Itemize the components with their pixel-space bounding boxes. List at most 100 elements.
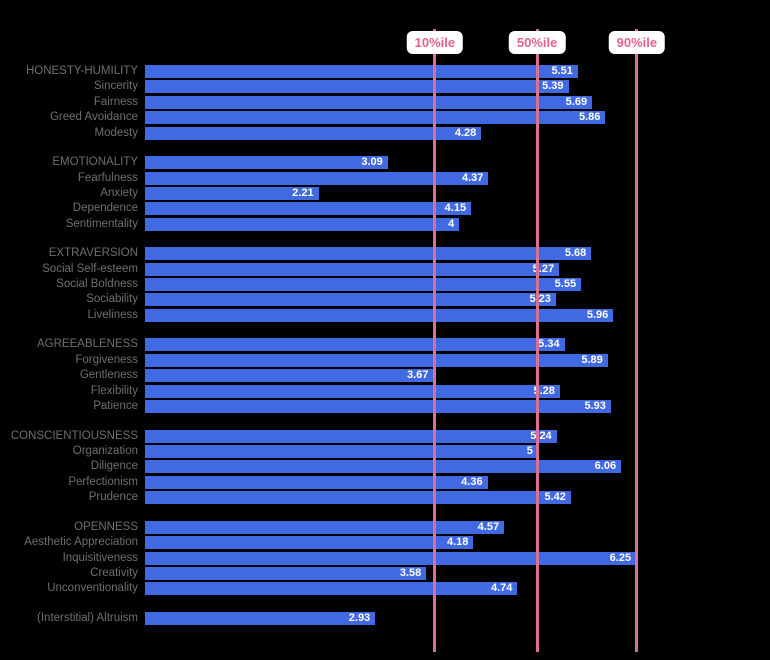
bar-area: 4.15 — [145, 202, 695, 216]
bar-area: 4.57 — [145, 520, 695, 534]
trait-group: (Interstitial) Altruism 2.93 — [0, 611, 695, 625]
bar-row: Flexibility 5.28 — [0, 384, 695, 398]
value-bar: 3.58 — [145, 566, 427, 580]
bar-area: 5 — [145, 445, 695, 459]
category-label: CONSCIENTIOUSNESS — [10, 429, 138, 442]
percentile-90-label: 90%ile — [608, 31, 666, 54]
bar-row: Anxiety 2.21 — [0, 186, 695, 200]
value-bar: 5.42 — [145, 491, 571, 505]
value-label: 6.06 — [594, 460, 617, 473]
value-bar: 5.27 — [145, 262, 560, 276]
percentile-50-label: 50%ile — [508, 31, 566, 54]
bar-row: Modesty 4.28 — [0, 126, 695, 140]
value-label: 5.93 — [584, 400, 606, 413]
category-label: Fairness — [93, 95, 138, 108]
value-label: 5.23 — [529, 293, 551, 306]
value-bar: 6.25 — [145, 551, 637, 565]
value-label: 4.36 — [461, 475, 483, 488]
value-bar: 4 — [145, 217, 460, 231]
bar-row: Gentleness 3.67 — [0, 369, 695, 383]
value-label: 3.58 — [399, 566, 422, 579]
value-label: 4.15 — [444, 202, 467, 215]
bar-row: Social Self-esteem 5.27 — [0, 262, 695, 276]
bar-area: 4.74 — [145, 582, 695, 596]
bar-row: (Interstitial) Altruism 2.93 — [0, 611, 695, 625]
value-label: 5.42 — [544, 491, 566, 504]
category-label: Patience — [93, 400, 138, 413]
bar-area: 4.37 — [145, 171, 695, 185]
value-label: 4.74 — [490, 582, 513, 595]
bar-row: Sincerity 5.39 — [0, 80, 695, 94]
value-bar: 4.18 — [145, 536, 474, 550]
bar-area: 5.55 — [145, 278, 695, 292]
bar-area: 5.24 — [145, 429, 695, 443]
bar-area: 3.67 — [145, 369, 695, 383]
value-label: 3.67 — [406, 369, 429, 382]
value-bar: 5.68 — [145, 247, 592, 261]
bar-row: Social Boldness 5.55 — [0, 278, 695, 292]
value-label: 6.25 — [609, 551, 632, 564]
category-label: Sentimentality — [65, 217, 138, 230]
category-label: Flexibility — [90, 384, 138, 397]
category-label: OPENNESS — [74, 520, 138, 533]
bar-row: Creativity 3.58 — [0, 566, 695, 580]
bar-area: 2.21 — [145, 186, 695, 200]
trait-group: EXTRAVERSION 5.68 Social Self-esteem 5.27 So… — [0, 247, 695, 322]
value-bar: 5.89 — [145, 353, 608, 367]
category-label: Unconventionality — [47, 582, 138, 595]
bar-row: Liveliness 5.96 — [0, 308, 695, 322]
category-label: Dependence — [72, 202, 138, 215]
value-bar: 5.34 — [145, 338, 565, 352]
category-label: Prudence — [88, 491, 138, 504]
value-label: 5.24 — [530, 429, 552, 442]
bar-row: Unconventionality 4.74 — [0, 582, 695, 596]
value-label: 3.09 — [361, 156, 383, 169]
category-label: Gentleness — [79, 369, 138, 382]
value-label: 5.89 — [581, 353, 603, 366]
bar-area: 4 — [145, 217, 695, 231]
category-label: AGREEABLENESS — [37, 338, 138, 351]
value-label: 4.37 — [461, 171, 484, 184]
bar-area: 5.39 — [145, 80, 695, 94]
trait-group: EMOTIONALITY 3.09 Fearfulness 4.37 Anxiety 2.… — [0, 156, 695, 231]
value-label: 5.86 — [578, 111, 601, 124]
value-label: 2.21 — [292, 186, 314, 199]
bar-area: 5.42 — [145, 491, 695, 505]
category-label: Liveliness — [87, 308, 139, 321]
value-bar: 4.37 — [145, 171, 489, 185]
bar-row: Fearfulness 4.37 — [0, 171, 695, 185]
value-bar: 5 — [145, 445, 538, 459]
category-label: Social Boldness — [56, 278, 138, 291]
bar-area: 4.36 — [145, 475, 695, 489]
value-bar: 5.86 — [145, 111, 606, 125]
bar-rows-container: HONESTY-HUMILITY 5.51 Sincerity 5.39 Fairnes… — [0, 65, 695, 642]
bar-row: Greed Avoidance 5.86 — [0, 111, 695, 125]
bar-area: 3.09 — [145, 156, 695, 170]
bar-row: HONESTY-HUMILITY 5.51 — [0, 65, 695, 78]
bar-row: Diligence 6.06 — [0, 460, 695, 474]
value-label: 4.28 — [454, 126, 477, 139]
value-bar: 4.15 — [145, 202, 472, 216]
value-label: 5.39 — [542, 80, 564, 93]
bar-row: Dependence 4.15 — [0, 202, 695, 216]
bar-row: AGREEABLENESS 5.34 — [0, 338, 695, 352]
bar-row: Sentimentality 4 — [0, 217, 695, 231]
category-label: Fearfulness — [77, 171, 138, 184]
bar-area: 5.34 — [145, 338, 695, 352]
category-label: Forgiveness — [75, 353, 138, 366]
bar-row: Inquisitiveness 6.25 — [0, 551, 695, 565]
value-bar: 5.96 — [145, 308, 614, 322]
category-label: Anxiety — [100, 186, 138, 199]
bar-area: 5.28 — [145, 384, 695, 398]
trait-group: CONSCIENTIOUSNESS 5.24 Organization 5 Dilige… — [0, 429, 695, 505]
bar-area: 5.93 — [145, 400, 695, 414]
category-label: Inquisitiveness — [62, 551, 138, 564]
bar-area: 5.86 — [145, 111, 695, 125]
bar-row: Patience 5.93 — [0, 400, 695, 414]
bar-area: 5.27 — [145, 262, 695, 276]
bar-row: Sociability 5.23 — [0, 293, 695, 307]
bar-row: Organization 5 — [0, 445, 695, 459]
category-label: Diligence — [90, 460, 138, 473]
value-label: 5 — [526, 445, 533, 458]
bar-area: 4.18 — [145, 536, 695, 550]
